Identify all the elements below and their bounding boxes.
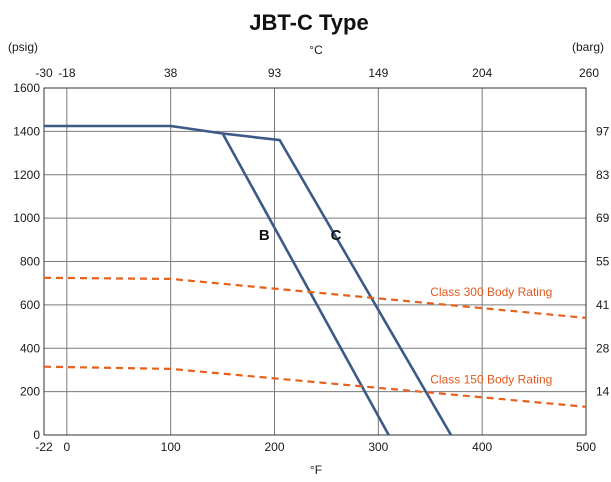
annotation-label: Class 150 Body Rating (430, 372, 552, 386)
series-line-c (222, 132, 453, 436)
x-tick-label: 300 (368, 440, 388, 454)
x-tick-label: 400 (472, 440, 492, 454)
x-tick-label: 200 (264, 440, 284, 454)
y-tick-label: 1400 (13, 124, 40, 138)
chart-title: JBT-C Type (249, 10, 368, 35)
y-tick-label: 800 (20, 255, 40, 269)
series-labels: B C Class 300 Body Rating Class 150 Body Ra… (259, 227, 552, 387)
right-tick-label: 28 (596, 341, 610, 355)
annotation-label: Class 300 Body Rating (430, 285, 552, 299)
y-tick-label: 1600 (13, 81, 40, 95)
right-tick-label: 55 (596, 255, 610, 269)
series-label-b: B (259, 227, 270, 244)
top-tick-label: 93 (268, 66, 282, 80)
x-tick-label: 100 (161, 440, 181, 454)
y-tick-label: 1200 (13, 168, 40, 182)
series-label-c: C (331, 227, 342, 244)
series-lines (43, 124, 587, 436)
plot-frame (43, 87, 587, 436)
gridlines (44, 88, 586, 435)
right-axis-unit: (barg) (572, 40, 604, 54)
x-tick-label: -22 (35, 440, 53, 454)
top-tick-label: 38 (164, 66, 178, 80)
y-tick-label: 400 (20, 341, 40, 355)
right-tick-label: 97 (596, 124, 610, 138)
series-line-class-300-body-rating (43, 276, 587, 319)
y-tick-label: 200 (20, 385, 40, 399)
top-tick-label: -18 (58, 66, 76, 80)
right-tick-label: 83 (596, 168, 610, 182)
y-tick-label: 0 (33, 428, 40, 442)
x-tick-label: 0 (63, 440, 70, 454)
top-tick-label: 204 (472, 66, 492, 80)
top-tick-label: 260 (579, 66, 599, 80)
y-tick-label: 1000 (13, 211, 40, 225)
x-tick-label: 500 (576, 440, 596, 454)
y-tick-label: 600 (20, 298, 40, 312)
x-axis-label: °F (310, 463, 322, 477)
right-tick-label: 14 (596, 385, 610, 399)
right-tick-label: 41 (596, 298, 610, 312)
top-tick-label: 149 (368, 66, 388, 80)
series-line-class-150-body-rating (43, 365, 587, 408)
series-line-b (44, 124, 390, 436)
top-tick-label: -30 (35, 66, 53, 80)
left-axis-unit: (psig) (8, 40, 38, 54)
right-tick-label: 69 (596, 211, 610, 225)
top-axis-unit: °C (309, 43, 323, 57)
